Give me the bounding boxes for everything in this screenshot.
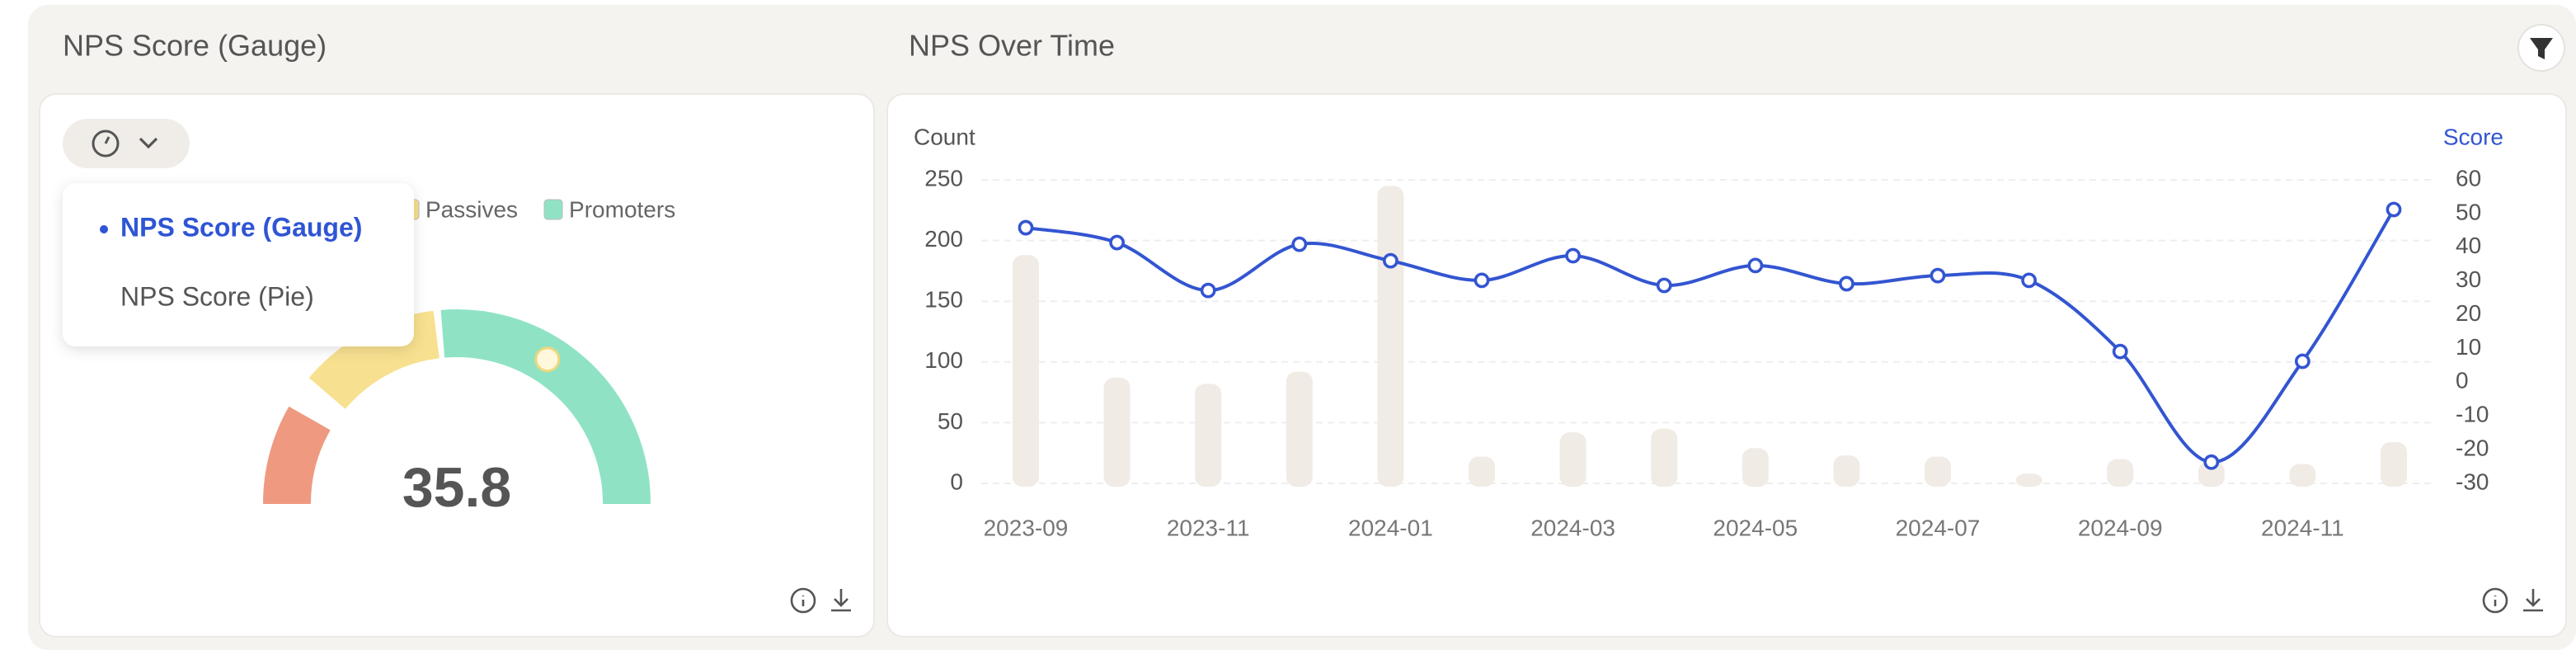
y-tick-label: 50 — [938, 408, 963, 434]
gauge-band — [440, 309, 651, 504]
y2-tick-label: 60 — [2456, 165, 2481, 191]
gauge-value: 35.8 — [402, 456, 511, 519]
bar — [1103, 377, 1131, 487]
info-icon[interactable] — [790, 587, 816, 614]
y2-axis-label: Score — [2443, 124, 2503, 149]
legend-label: Passives — [425, 196, 518, 222]
score-point — [1747, 257, 1764, 274]
x-tick-label: 2024-09 — [2078, 515, 2163, 540]
chart-switcher[interactable] — [63, 119, 190, 168]
y2-tick-label: 20 — [2456, 300, 2481, 326]
card-actions — [790, 587, 2543, 614]
menu-option[interactable]: NPS Score (Pie) — [120, 281, 314, 311]
download-icon[interactable] — [2523, 589, 2543, 612]
score-point — [1291, 236, 1308, 252]
x-tick-label: 2024-01 — [1348, 515, 1433, 540]
gauge-card — [39, 93, 875, 638]
score-point — [1200, 282, 1216, 299]
bar — [1286, 371, 1313, 487]
y2-tick-label: 40 — [2456, 233, 2481, 258]
y2-tick-label: 50 — [2456, 199, 2481, 224]
score-point — [1018, 219, 1034, 236]
y-tick-label: 100 — [924, 347, 963, 373]
menu-option[interactable]: NPS Score (Gauge) — [120, 212, 362, 242]
score-point — [2294, 353, 2310, 370]
y2-tick-label: 30 — [2456, 266, 2481, 292]
bar — [1377, 186, 1404, 488]
panel-title: NPS Over Time — [909, 29, 1115, 63]
panel-title: NPS Score (Gauge) — [63, 29, 327, 63]
legend-label: Promoters — [569, 196, 675, 222]
dropdown-menu: NPS Score (Gauge) NPS Score (Pie) — [63, 183, 414, 346]
score-point — [2203, 454, 2220, 470]
filter-button[interactable] — [2517, 24, 2565, 72]
x-tick-label: 2024-11 — [2261, 515, 2344, 540]
x-tick-label: 2024-07 — [1896, 515, 1981, 540]
bar — [2107, 459, 2134, 487]
gauge-marker — [534, 346, 561, 373]
score-point — [1838, 276, 1854, 292]
bar — [1833, 455, 1860, 487]
bar — [1742, 448, 1769, 487]
bar — [2381, 441, 2407, 487]
score-point — [1383, 252, 1398, 269]
y2-tick-label: -30 — [2456, 469, 2489, 494]
x-tick-label: 2024-03 — [1530, 515, 1615, 540]
download-icon[interactable] — [831, 589, 851, 612]
score-point — [1474, 272, 1490, 289]
y-tick-label: 150 — [924, 287, 963, 313]
score-point — [2112, 343, 2128, 360]
score-point — [2021, 272, 2037, 289]
legend-swatch — [543, 199, 563, 220]
bar — [2015, 473, 2042, 487]
y-tick-label: 250 — [924, 165, 963, 191]
score-point — [1930, 267, 1946, 284]
bar — [1195, 384, 1222, 487]
score-point — [2386, 201, 2402, 218]
y2-tick-label: 0 — [2456, 368, 2469, 393]
bar — [2289, 464, 2316, 487]
y-axis-label: Count — [914, 124, 975, 149]
gauge-band — [263, 407, 331, 504]
time-chart: Count Score 0 50 100 150 200 250 -30 -20 -10 0 10 20 3… — [914, 124, 2503, 540]
bar — [1013, 255, 1039, 487]
bar — [1559, 432, 1586, 487]
x-tick-label: 2023-11 — [1167, 515, 1250, 540]
bar — [1651, 428, 1678, 487]
score-point — [1109, 234, 1125, 251]
bar — [2198, 461, 2225, 487]
y-tick-label: 200 — [924, 226, 963, 252]
x-tick-label: 2024-05 — [1713, 515, 1798, 540]
y-tick-label: 0 — [950, 469, 963, 494]
y2-tick-label: -10 — [2456, 402, 2489, 427]
score-point — [1565, 247, 1581, 264]
y2-tick-label: -20 — [2456, 436, 2489, 461]
bar — [1469, 456, 1495, 487]
y2-tick-label: 10 — [2456, 334, 2481, 360]
info-icon[interactable] — [2482, 587, 2508, 614]
time-card — [886, 93, 2567, 638]
score-point — [1656, 277, 1672, 294]
x-tick-label: 2023-09 — [984, 515, 1069, 540]
bar — [1925, 456, 1951, 487]
